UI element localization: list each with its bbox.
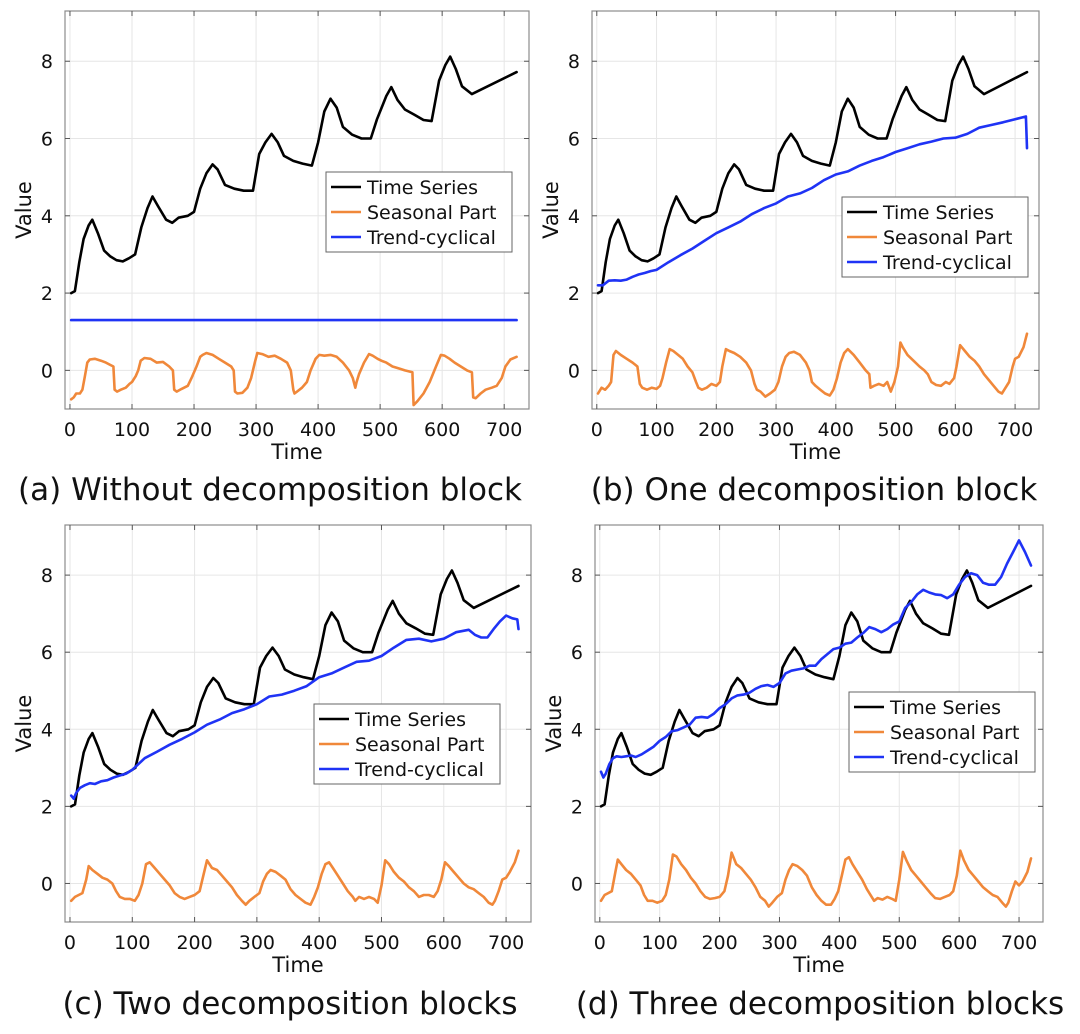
- y-tick-label: 6: [571, 642, 583, 664]
- series-seasonal-part: [596, 332, 1029, 398]
- x-tick-label: 600: [426, 932, 462, 954]
- y-tick-label: 4: [41, 206, 53, 228]
- y-axis-label: Value: [12, 181, 36, 239]
- y-tick-label: 4: [41, 719, 53, 741]
- legend-label: Time Series: [882, 202, 994, 224]
- x-axis-label: Time: [789, 440, 841, 464]
- legend: Time Series Seasonal Part Trend-cyclical: [313, 703, 501, 785]
- legend-label: Trend-cyclical: [354, 759, 484, 781]
- x-tick-label: 400: [301, 932, 337, 954]
- x-tick-label: 300: [239, 932, 275, 954]
- x-tick-label: 400: [821, 932, 857, 954]
- x-tick-label: 100: [114, 419, 150, 441]
- y-tick-label: 4: [568, 206, 580, 228]
- x-axis-label: Time: [270, 440, 322, 464]
- series-trend-cyclical: [596, 115, 1029, 287]
- panel-c: 0 100 200 300 400 500 600 700 0 2 4 6 8 Time Value Time…: [12, 524, 532, 1022]
- x-axis-label: Time: [271, 953, 323, 977]
- y-tick-label: 8: [568, 51, 580, 73]
- panel-caption: (b) One decomposition block: [591, 472, 1038, 508]
- legend: Time Series Seasonal Part Trend-cyclical: [848, 691, 1036, 773]
- y-tick-label: 0: [41, 873, 53, 895]
- series-seasonal-part: [69, 849, 520, 907]
- x-tick-label: 400: [818, 419, 854, 441]
- series-time-series: [69, 55, 518, 295]
- panel-b: 0 100 200 300 400 500 600 700 0 2 4 6 8 Time Value Time…: [539, 10, 1040, 508]
- y-tick-label: 4: [571, 719, 583, 741]
- legend-label: Seasonal Part: [890, 722, 1019, 744]
- x-tick-label: 600: [937, 419, 973, 441]
- x-tick-label: 500: [881, 932, 917, 954]
- y-tick-label: 0: [41, 360, 53, 382]
- series-trend-cyclical: [69, 614, 520, 801]
- x-tick-label: 500: [363, 932, 399, 954]
- panel-d: 0 100 200 300 400 500 600 700 0 2 4 6 8 Time Value Time…: [542, 524, 1064, 1022]
- legend-label: Time Series: [366, 177, 478, 199]
- y-tick-label: 0: [571, 873, 583, 895]
- y-tick-label: 6: [568, 129, 580, 151]
- y-tick-label: 2: [568, 283, 580, 305]
- plot-frame: [64, 524, 532, 923]
- y-tick-label: 8: [41, 565, 53, 587]
- x-tick-label: 100: [642, 932, 678, 954]
- legend-label: Time Series: [354, 709, 466, 731]
- y-tick-label: 8: [571, 565, 583, 587]
- legend-label: Seasonal Part: [883, 227, 1012, 249]
- series-seasonal-part: [599, 849, 1033, 908]
- y-tick-label: 6: [41, 642, 53, 664]
- legend: Time Series Seasonal Part Trend-cyclical: [841, 196, 1029, 278]
- series-seasonal-part: [69, 351, 518, 407]
- panel-caption: (a) Without decomposition block: [18, 472, 522, 508]
- y-tick-label: 8: [41, 51, 53, 73]
- y-tick-label: 2: [41, 283, 53, 305]
- x-tick-label: 300: [761, 932, 797, 954]
- plot-frame: [64, 10, 530, 410]
- legend-label: Trend-cyclical: [882, 252, 1012, 274]
- x-tick-label: 0: [591, 419, 603, 441]
- series-trend-cyclical: [599, 539, 1033, 779]
- y-tick-label: 2: [571, 796, 583, 818]
- legend: Time Series Seasonal Part Trend-cyclical: [325, 171, 513, 253]
- x-tick-label: 100: [638, 419, 674, 441]
- x-tick-label: 0: [64, 932, 76, 954]
- x-tick-label: 300: [238, 419, 274, 441]
- legend-label: Seasonal Part: [355, 734, 484, 756]
- x-tick-label: 600: [424, 419, 460, 441]
- x-tick-label: 700: [486, 419, 522, 441]
- x-tick-label: 700: [488, 932, 524, 954]
- legend-label: Seasonal Part: [367, 202, 496, 224]
- x-tick-label: 500: [877, 419, 913, 441]
- x-tick-label: 500: [362, 419, 398, 441]
- y-axis-label: Value: [542, 695, 566, 753]
- x-tick-label: 400: [300, 419, 336, 441]
- y-axis-label: Value: [12, 695, 36, 753]
- legend-label: Trend-cyclical: [889, 747, 1019, 769]
- x-tick-label: 700: [997, 419, 1033, 441]
- series-time-series: [596, 55, 1029, 295]
- panel-caption: (c) Two decomposition blocks: [62, 986, 517, 1022]
- x-tick-label: 200: [176, 932, 212, 954]
- x-axis-label: Time: [792, 953, 844, 977]
- x-tick-label: 700: [1001, 932, 1037, 954]
- x-tick-label: 200: [698, 419, 734, 441]
- plot-frame: [591, 10, 1040, 410]
- x-tick-label: 300: [758, 419, 794, 441]
- plot-frame: [594, 524, 1044, 923]
- x-tick-label: 0: [64, 419, 76, 441]
- legend-label: Trend-cyclical: [366, 227, 496, 249]
- y-tick-label: 2: [41, 796, 53, 818]
- x-tick-label: 0: [594, 932, 606, 954]
- x-tick-label: 200: [176, 419, 212, 441]
- series-time-series: [599, 569, 1033, 808]
- x-tick-label: 100: [114, 932, 150, 954]
- panel-caption: (d) Three decomposition blocks: [576, 986, 1064, 1022]
- y-axis-label: Value: [539, 181, 563, 239]
- y-tick-label: 6: [41, 129, 53, 151]
- panel-a: 0 100 200 300 400 500 600 700 0 2 4 6 8 Time Value Time…: [12, 10, 530, 508]
- y-tick-label: 0: [568, 360, 580, 382]
- x-tick-label: 200: [701, 932, 737, 954]
- legend-label: Time Series: [889, 697, 1001, 719]
- x-tick-label: 600: [941, 932, 977, 954]
